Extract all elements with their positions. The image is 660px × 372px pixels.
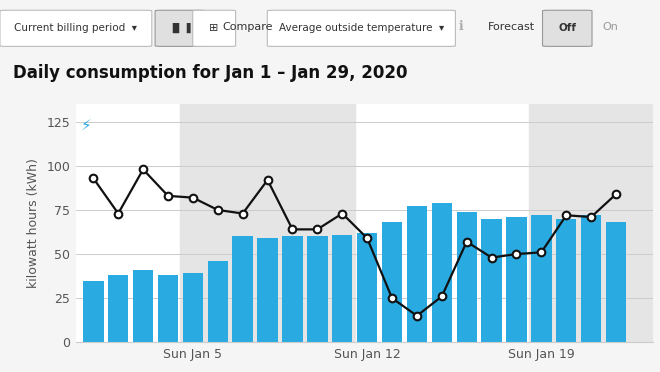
Bar [158,275,178,342]
Bar [208,261,228,342]
Bar [108,275,129,342]
Text: ▐▌▐: ▐▌▐ [168,23,191,33]
Bar [307,237,327,342]
Text: On: On [603,22,618,32]
Bar [382,222,402,342]
Bar [432,203,452,342]
Bar [556,219,576,342]
Bar [606,222,626,342]
Bar [257,238,278,342]
FancyBboxPatch shape [267,10,455,46]
FancyBboxPatch shape [155,10,205,46]
Bar [581,215,601,342]
Text: Average outside temperature  ▾: Average outside temperature ▾ [279,23,444,33]
Bar [183,273,203,342]
Bar [481,219,502,342]
Y-axis label: kilowatt hours (kWh): kilowatt hours (kWh) [26,158,40,288]
Text: Compare: Compare [222,22,273,32]
Bar [506,217,527,342]
Bar [83,280,104,342]
FancyBboxPatch shape [193,10,236,46]
FancyBboxPatch shape [0,10,152,46]
Bar [232,237,253,342]
Bar [357,233,378,342]
Text: ⊞: ⊞ [209,23,219,33]
Text: Off: Off [558,23,576,33]
Text: ⚡: ⚡ [81,118,92,133]
Bar [180,104,354,342]
Bar [531,215,552,342]
FancyBboxPatch shape [543,10,592,46]
Bar [529,104,653,342]
Text: Current billing period  ▾: Current billing period ▾ [15,23,137,33]
Bar [133,270,153,342]
Bar [457,212,477,342]
Text: ℹ: ℹ [458,20,463,33]
Bar [282,237,303,342]
Bar [407,206,427,342]
Bar [332,235,352,342]
Text: Daily consumption for Jan 1 – Jan 29, 2020: Daily consumption for Jan 1 – Jan 29, 20… [13,64,408,82]
Text: Forecast: Forecast [488,22,535,32]
